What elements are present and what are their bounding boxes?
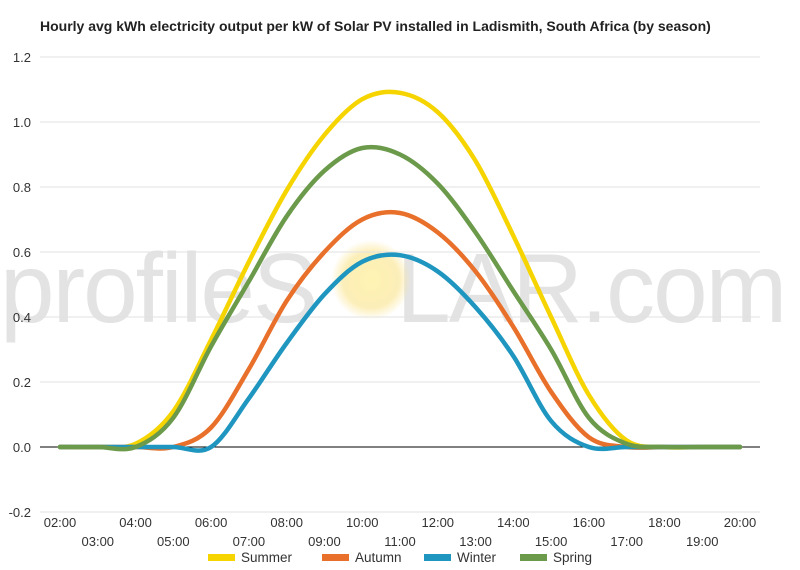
- x-tick-label: 15:00: [535, 534, 568, 549]
- x-tick-label: 07:00: [233, 534, 266, 549]
- x-tick-label: 18:00: [648, 515, 681, 530]
- y-tick-label: 0.2: [13, 375, 31, 390]
- x-axis: 02:00 03:00 04:00 05:00 06:00 07:00 08:00 09:00…: [44, 515, 757, 549]
- y-tick-label: 1.2: [13, 50, 31, 65]
- y-axis: -0.2 0.0 0.2 0.4 0.6 0.8 1.0 1.2: [9, 50, 31, 520]
- chart-title: Hourly avg kWh electricity output per kW…: [40, 18, 711, 34]
- series-lines: [57, 89, 743, 453]
- x-tick-label: 11:00: [384, 534, 416, 549]
- x-tick-label: 20:00: [724, 515, 757, 530]
- series-line-spring: [57, 144, 743, 452]
- legend: Summer Autumn Winter Spring: [208, 550, 592, 565]
- x-tick-label: 12:00: [422, 515, 455, 530]
- x-tick-label: 17:00: [610, 534, 643, 549]
- series-line-autumn: [57, 209, 743, 451]
- x-tick-label: 19:00: [686, 534, 719, 549]
- y-tick-label: 0.8: [13, 180, 31, 195]
- legend-swatch-spring: [520, 554, 547, 561]
- x-tick-label: 08:00: [270, 515, 303, 530]
- series-line-summer: [57, 89, 743, 450]
- y-tick-label: 0.4: [13, 310, 31, 325]
- x-tick-label: 14:00: [497, 515, 530, 530]
- x-tick-label: 03:00: [82, 534, 115, 549]
- series-line-winter: [57, 252, 743, 453]
- x-tick-label: 09:00: [308, 534, 341, 549]
- legend-swatch-summer: [208, 554, 235, 561]
- x-tick-label: 04:00: [119, 515, 152, 530]
- y-tick-label: 0.0: [13, 440, 31, 455]
- legend-label-summer: Summer: [241, 550, 293, 565]
- x-tick-label: 16:00: [573, 515, 606, 530]
- legend-label-winter: Winter: [457, 550, 497, 565]
- y-tick-label: 1.0: [13, 115, 31, 130]
- legend-swatch-autumn: [322, 554, 349, 561]
- legend-label-autumn: Autumn: [355, 550, 402, 565]
- x-tick-label: 06:00: [195, 515, 228, 530]
- x-tick-label: 02:00: [44, 515, 77, 530]
- watermark-sun: [331, 240, 411, 320]
- gridlines: [40, 56, 760, 513]
- x-tick-label: 05:00: [157, 534, 190, 549]
- y-tick-label: -0.2: [9, 505, 31, 520]
- x-tick-label: 10:00: [346, 515, 379, 530]
- y-tick-label: 0.6: [13, 245, 31, 260]
- x-tick-label: 13:00: [459, 534, 492, 549]
- legend-label-spring: Spring: [553, 550, 592, 565]
- watermark-after: LAR.com: [396, 233, 787, 343]
- legend-swatch-winter: [424, 554, 451, 561]
